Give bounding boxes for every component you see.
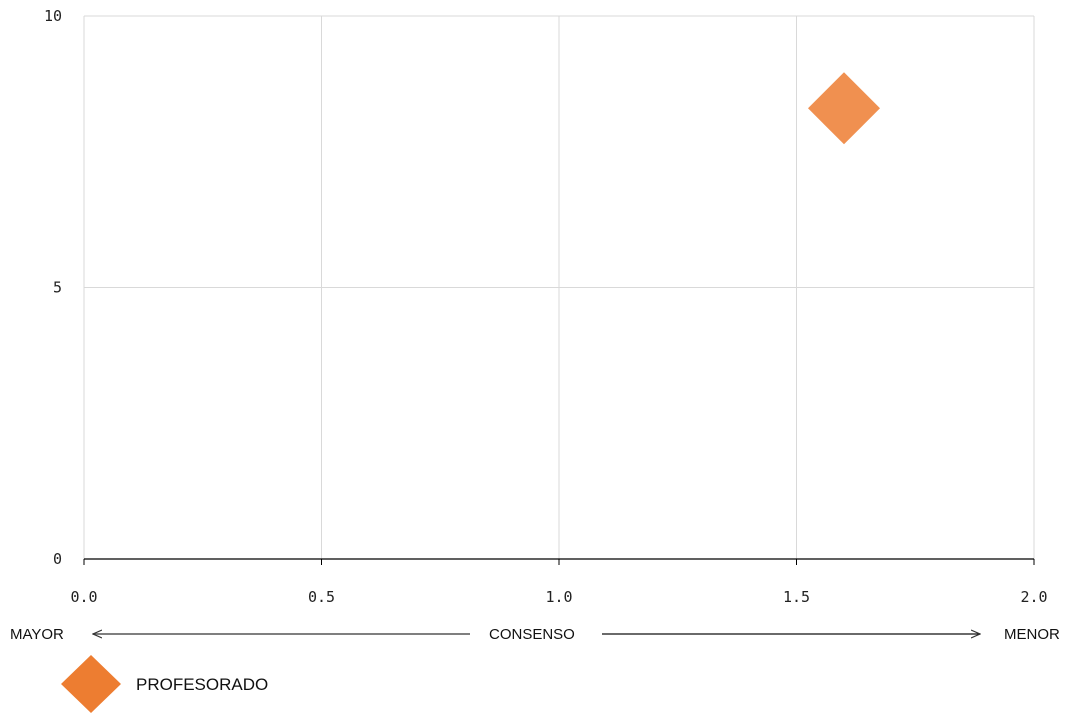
x-tick-label: 0.0 (70, 588, 97, 606)
y-tick-label: 0 (53, 550, 62, 568)
axes (83, 16, 1035, 565)
y-tick-label: 5 (53, 279, 62, 297)
x-tick-label: 1.5 (783, 588, 810, 606)
y-tick-label: 10 (44, 7, 62, 25)
data-point-diamond (808, 72, 880, 145)
axis-annotation-left: MAYOR (10, 626, 64, 643)
x-tick-label: 0.5 (308, 588, 335, 606)
data-points (808, 72, 880, 145)
axis-annotation-right: MENOR (1004, 626, 1060, 643)
legend: PROFESORADO (61, 655, 268, 713)
gridlines (84, 15, 1035, 559)
x-tick-label: 1.0 (545, 588, 572, 606)
legend-label: PROFESORADO (136, 675, 268, 694)
legend-marker-diamond (61, 655, 121, 713)
tick-labels: 0.0 0.5 1.0 1.5 2.0 0 5 10 (44, 7, 1048, 606)
axis-annotation-center: CONSENSO (489, 626, 575, 643)
x-tick-label: 2.0 (1020, 588, 1047, 606)
